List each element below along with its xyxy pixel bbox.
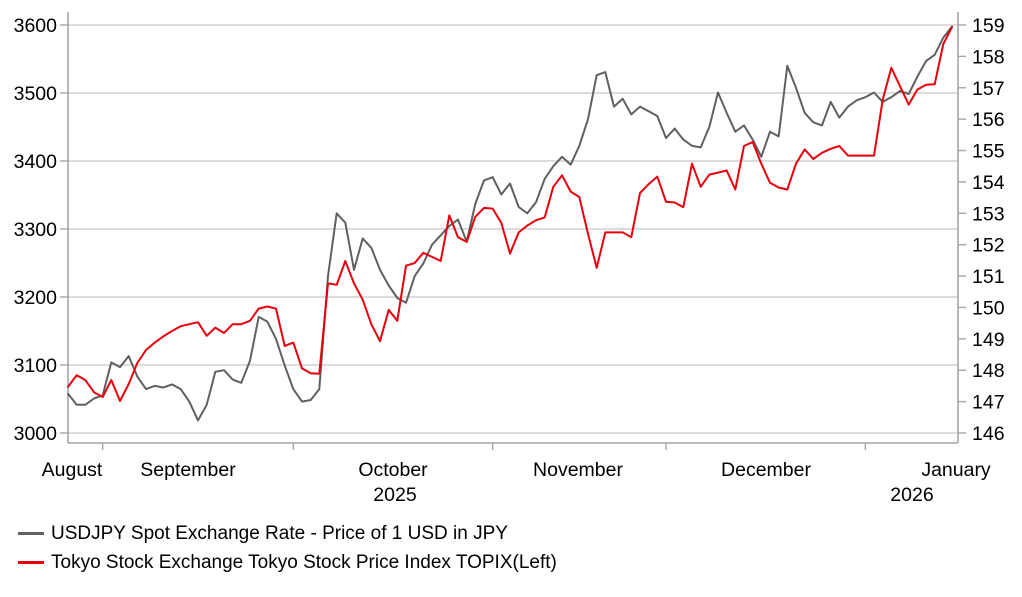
x-axis-month-label: November xyxy=(533,459,623,481)
x-axis-month-label: August xyxy=(42,459,103,481)
topix-line-swatch xyxy=(18,561,44,564)
y-axis-left-label: 3600 xyxy=(14,15,58,37)
y-axis-right-label: 153 xyxy=(972,203,1005,225)
usdjpy-line-swatch xyxy=(18,532,44,535)
x-axis-month-label: October xyxy=(358,459,428,481)
y-axis-right-label: 154 xyxy=(972,172,1005,194)
y-axis-right-label: 158 xyxy=(972,46,1005,68)
y-axis-right-label: 152 xyxy=(972,235,1005,257)
y-axis-right-label: 151 xyxy=(972,266,1005,288)
series-line-usdjpy xyxy=(67,25,953,422)
legend-item-topix: Tokyo Stock Exchange Tokyo Stock Price I… xyxy=(18,548,1022,577)
series-line-topix xyxy=(67,26,953,402)
y-axis-right-label: 156 xyxy=(972,109,1005,131)
x-axis-year-label: 2025 xyxy=(373,484,417,506)
y-axis-right-label: 157 xyxy=(972,78,1005,100)
x-axis-month-label: September xyxy=(140,459,236,481)
x-axis-month-label: December xyxy=(721,459,811,481)
legend-label-topix: Tokyo Stock Exchange Tokyo Stock Price I… xyxy=(51,552,557,573)
y-axis-right-label: 150 xyxy=(972,297,1005,319)
legend-item-usdjpy: USDJPY Spot Exchange Rate - Price of 1 U… xyxy=(18,519,1022,548)
legend-label-usdjpy: USDJPY Spot Exchange Rate - Price of 1 U… xyxy=(51,523,508,544)
y-axis-right-label: 155 xyxy=(972,141,1005,163)
x-axis-month-label: January xyxy=(921,459,991,481)
dual-axis-line-chart: 3000 3100 3200 3300 3400 3500 3600 146 147 148 149… xyxy=(14,12,1005,506)
y-axis-right-label: 147 xyxy=(972,392,1005,414)
y-axis-right-label: 148 xyxy=(972,360,1005,382)
y-axis-left-label: 3200 xyxy=(14,287,58,309)
y-axis-left-label: 3300 xyxy=(14,219,58,241)
y-axis-right-label: 146 xyxy=(972,423,1005,445)
y-axis-left-label: 3400 xyxy=(14,151,58,173)
y-axis-right-label: 149 xyxy=(972,329,1005,351)
y-axis-left-label: 3000 xyxy=(14,423,58,445)
y-axis-left-label: 3500 xyxy=(14,83,58,105)
y-axis-left-label: 3100 xyxy=(14,355,58,377)
chart-legend: USDJPY Spot Exchange Rate - Price of 1 U… xyxy=(18,519,1022,577)
x-axis-year-label: 2026 xyxy=(890,484,933,506)
y-axis-right-label: 159 xyxy=(972,15,1005,37)
